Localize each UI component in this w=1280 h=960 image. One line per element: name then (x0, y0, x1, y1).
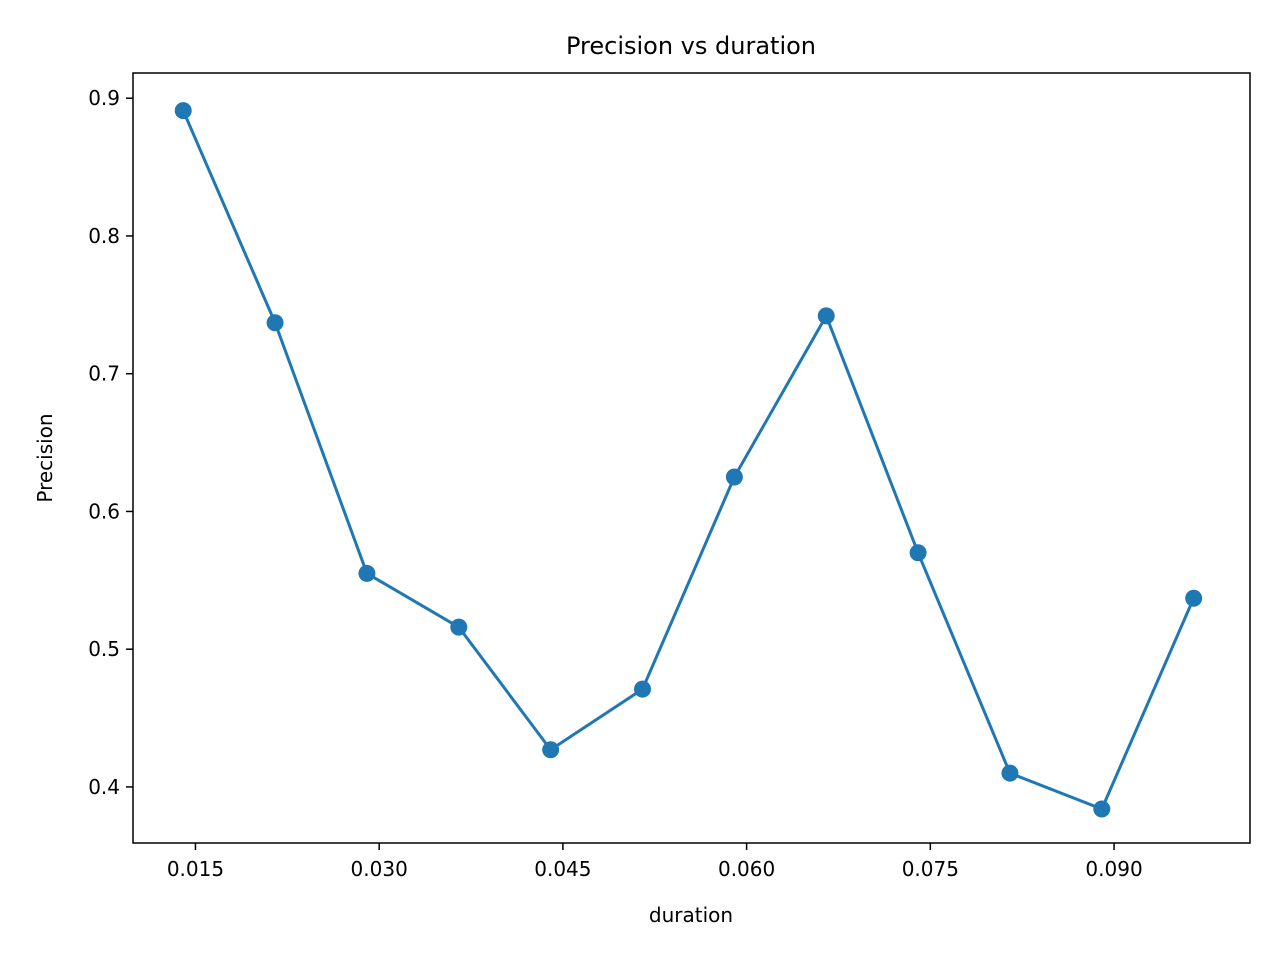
data-point (909, 544, 927, 562)
data-point (725, 468, 743, 486)
x-tick-label: 0.045 (534, 857, 591, 881)
x-axis-label: duration (649, 903, 733, 927)
y-tick-label: 0.7 (88, 362, 120, 386)
data-point (817, 307, 835, 325)
x-tick-label: 0.015 (167, 857, 224, 881)
y-tick-label: 0.8 (88, 224, 120, 248)
series-line (181, 110, 1196, 811)
x-tick-label: 0.030 (351, 857, 408, 881)
data-point (1001, 764, 1019, 782)
y-axis: 0.4 0.5 0.6 0.7 0.8 0.9 (88, 86, 133, 799)
y-tick-label: 0.6 (88, 499, 120, 523)
x-axis: 0.015 0.030 0.045 0.060 0.075 0.090 (167, 843, 1143, 881)
x-tick-label: 0.060 (718, 857, 775, 881)
data-point (1093, 800, 1111, 818)
y-tick-label: 0.4 (88, 775, 120, 799)
x-tick-label: 0.075 (902, 857, 959, 881)
data-point (634, 680, 652, 698)
data-point (174, 102, 192, 120)
y-tick-label: 0.9 (88, 86, 120, 110)
plot-frame (132, 72, 1251, 844)
chart-title: Precision vs duration (566, 32, 816, 60)
x-tick-label: 0.090 (1085, 857, 1142, 881)
data-point (1185, 589, 1203, 607)
plot-area (174, 102, 1203, 818)
data-point (542, 741, 560, 759)
data-point (266, 314, 284, 332)
y-tick-label: 0.5 (88, 637, 120, 661)
data-point (358, 564, 376, 582)
data-point (450, 618, 468, 636)
y-axis-label: Precision (33, 413, 57, 502)
